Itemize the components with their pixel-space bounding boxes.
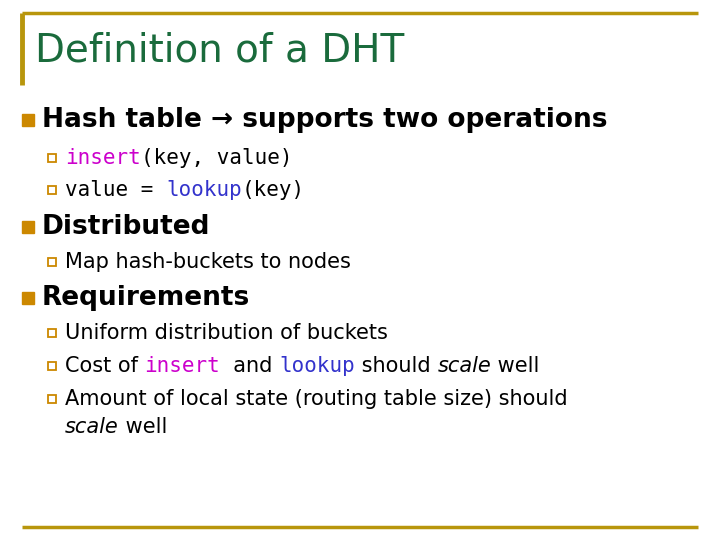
Text: insert: insert: [65, 148, 140, 168]
Text: well: well: [491, 356, 539, 376]
Text: and: and: [220, 356, 279, 376]
Text: Hash table → supports two operations: Hash table → supports two operations: [42, 107, 608, 133]
Text: Map hash-buckets to nodes: Map hash-buckets to nodes: [65, 252, 351, 272]
Text: scale: scale: [437, 356, 491, 376]
Text: lookup: lookup: [279, 356, 355, 376]
Text: well: well: [119, 417, 167, 437]
Text: Cost of: Cost of: [65, 356, 145, 376]
Text: value =: value =: [65, 180, 166, 200]
Text: Requirements: Requirements: [42, 285, 251, 311]
Text: insert: insert: [145, 356, 220, 376]
Text: should: should: [355, 356, 437, 376]
Text: Definition of a DHT: Definition of a DHT: [35, 31, 404, 69]
Text: (key, value): (key, value): [140, 148, 292, 168]
Text: (key): (key): [242, 180, 305, 200]
Text: Distributed: Distributed: [42, 214, 210, 240]
Text: scale: scale: [65, 417, 119, 437]
Text: Uniform distribution of buckets: Uniform distribution of buckets: [65, 323, 388, 343]
Text: lookup: lookup: [166, 180, 242, 200]
Text: Amount of local state (routing table size) should: Amount of local state (routing table siz…: [65, 389, 567, 409]
